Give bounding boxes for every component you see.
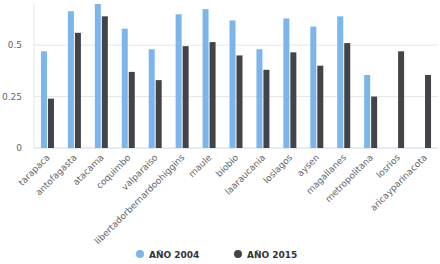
bar	[256, 49, 262, 148]
bar	[122, 29, 128, 148]
legend-marker	[136, 250, 144, 258]
x-tick-label: aricayparinacota	[368, 152, 429, 213]
bar	[102, 16, 108, 148]
x-tick-label: loslagos	[261, 152, 294, 185]
bar	[337, 16, 343, 148]
y-tick-label: 0.5	[8, 40, 22, 50]
bar	[41, 51, 47, 148]
bars	[41, 4, 431, 148]
bar	[176, 14, 182, 148]
bar	[203, 9, 209, 148]
grid-line	[34, 96, 438, 97]
y-tick-label: 0.25	[2, 92, 22, 102]
x-tick-label: aysen	[295, 152, 321, 178]
legend-label: AÑO 2004	[149, 250, 199, 260]
bar	[317, 66, 323, 148]
bar	[364, 75, 370, 148]
x-tick-label: metropolitana	[323, 152, 375, 204]
legend-marker	[234, 250, 242, 258]
x-tick-label: laaraucania	[223, 152, 267, 196]
bar	[310, 27, 316, 148]
chart: 00.250.5tarapacaantofagastaatacamacoquim…	[0, 0, 440, 264]
bar	[68, 11, 74, 148]
x-tick-label: maule	[187, 152, 214, 179]
bar	[398, 51, 404, 148]
bar	[425, 75, 431, 148]
bar	[210, 42, 216, 148]
bar	[183, 46, 189, 148]
legend-label: AÑO 2015	[247, 250, 297, 260]
bar	[95, 4, 101, 148]
grid-line	[34, 45, 438, 46]
bar	[344, 43, 350, 148]
bar	[237, 55, 243, 148]
x-tick-label: libertadorbernardoohiggins	[93, 152, 187, 246]
bar	[283, 18, 289, 148]
bar	[290, 52, 296, 148]
grid-line	[34, 148, 438, 149]
bar	[263, 70, 269, 148]
bar	[75, 33, 81, 148]
bar	[156, 80, 162, 148]
bar	[48, 99, 54, 148]
bar	[129, 72, 135, 148]
bar	[149, 49, 155, 148]
bar	[230, 20, 236, 148]
y-axis-line	[34, 4, 35, 148]
bar	[371, 97, 377, 148]
x-tick-label: antofagasta	[34, 152, 79, 197]
y-tick-label: 0	[16, 143, 22, 153]
